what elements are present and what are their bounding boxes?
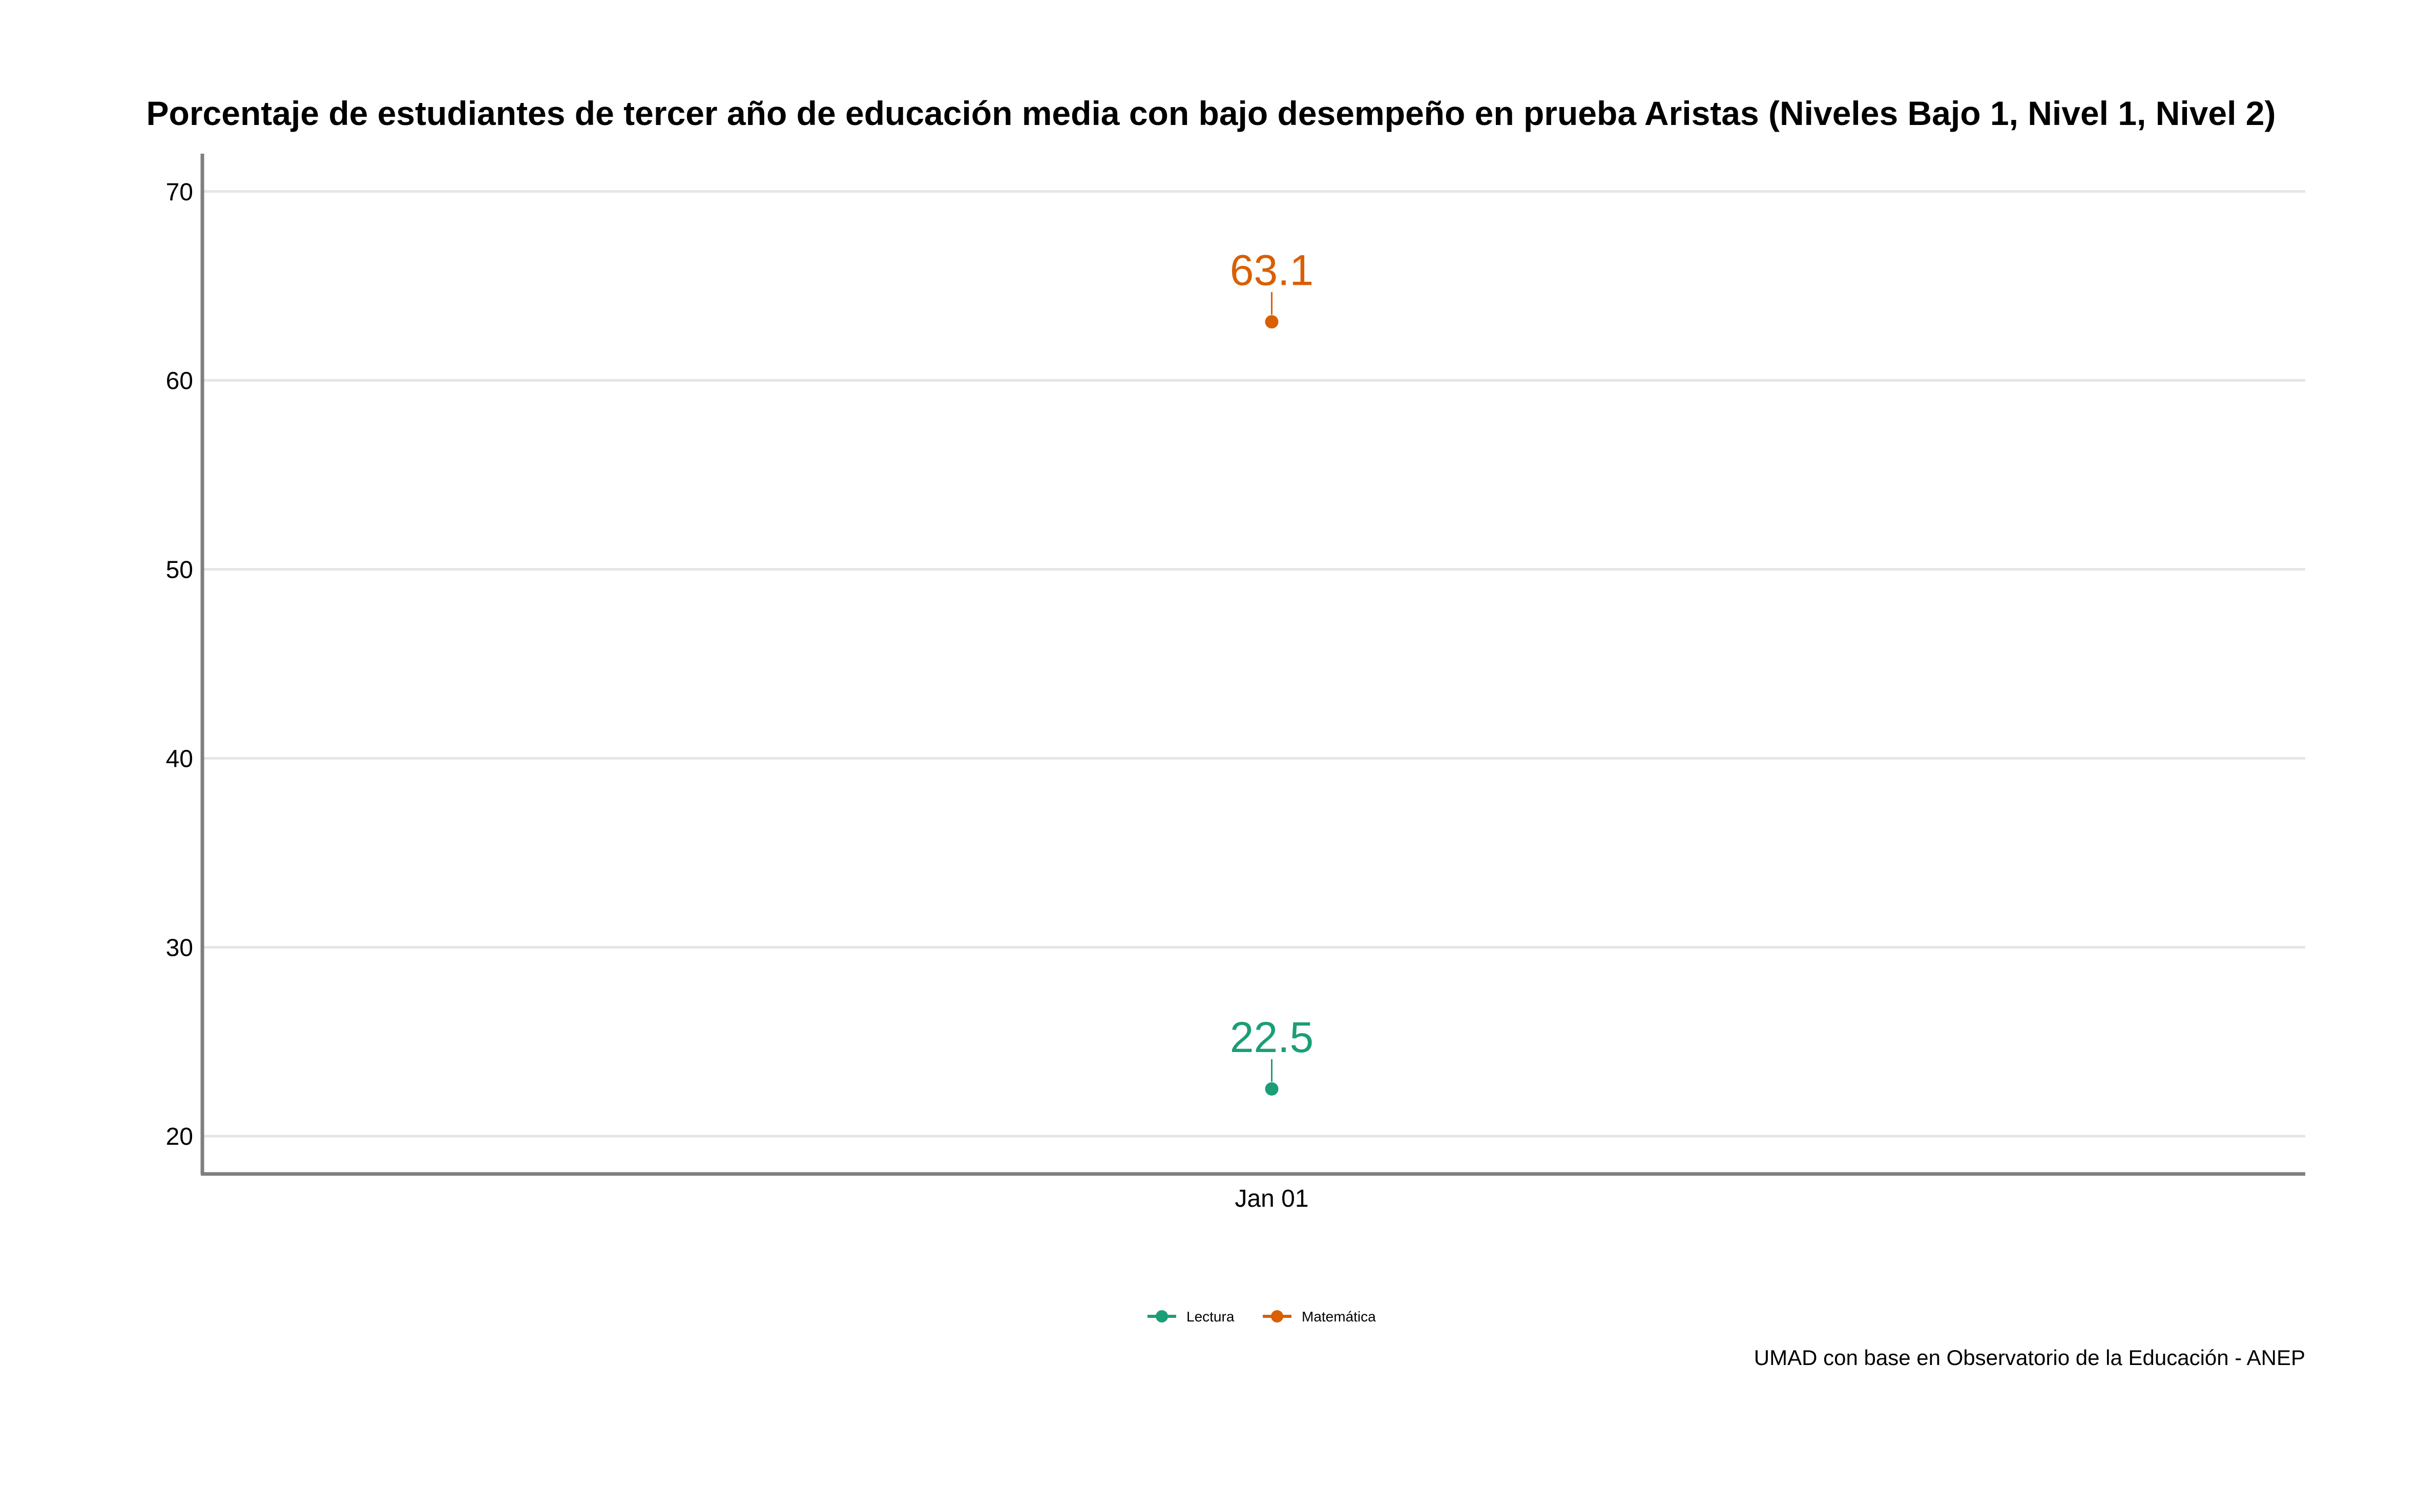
y-tick-label-40: 40	[166, 745, 193, 772]
axes	[200, 154, 2305, 1176]
chart-title: Porcentaje de estudiantes de tercer año …	[147, 94, 2276, 132]
y-tick-label-50: 50	[166, 557, 193, 584]
legend-key-dot	[1156, 1310, 1168, 1322]
y-tick-label-20: 20	[166, 1123, 193, 1150]
legend-key-dot	[1271, 1310, 1283, 1322]
x-tick-labels: Jan 01	[1235, 1185, 1308, 1212]
data-point-lectura	[1265, 1082, 1279, 1096]
y-tick-labels: 20 30 40 50 60 70	[166, 179, 193, 1150]
x-tick-label-0: Jan 01	[1235, 1185, 1308, 1212]
legend-label: Lectura	[1186, 1309, 1235, 1325]
data-marks: 22.5 63.1	[1230, 246, 1314, 1096]
y-tick-label-70: 70	[166, 179, 193, 206]
chart-caption: UMAD con base en Observatorio de la Educ…	[1754, 1346, 2305, 1370]
legend-item-matemática: Matemática	[1263, 1309, 1376, 1325]
legend: Lectura Matemática	[1148, 1309, 1376, 1325]
y-tick-label-30: 30	[166, 934, 193, 961]
legend-item-lectura: Lectura	[1148, 1309, 1235, 1325]
grid-lines	[202, 190, 2305, 1138]
legend-label: Matemática	[1302, 1309, 1376, 1325]
data-label-lectura: 22.5	[1230, 1013, 1314, 1061]
y-tick-label-60: 60	[166, 368, 193, 395]
data-point-matemática	[1265, 315, 1279, 329]
data-label-matemática: 63.1	[1230, 246, 1314, 294]
